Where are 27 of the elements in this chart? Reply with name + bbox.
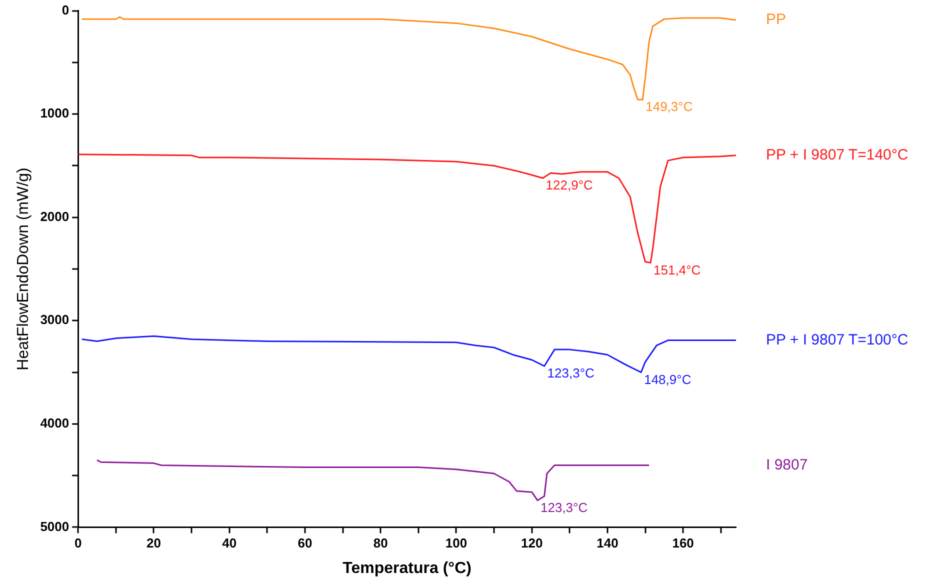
annotation: 123,3°C bbox=[547, 366, 594, 381]
y-tick-label: 1000 bbox=[40, 106, 70, 121]
x-tick-label: 60 bbox=[298, 536, 312, 551]
annotation: 151,4°C bbox=[654, 262, 701, 278]
annotation: 123,3°C bbox=[540, 500, 588, 515]
annotation: 148,9°C bbox=[644, 372, 692, 387]
y-tick-label: 4000 bbox=[40, 416, 70, 430]
text: PP bbox=[766, 11, 786, 28]
text: I 9807 bbox=[766, 456, 808, 474]
y-tick-label: 5000 bbox=[40, 518, 70, 534]
x-tick-label: 80 bbox=[373, 536, 388, 551]
x-tick-label: 40 bbox=[222, 536, 237, 551]
x-tick-label: 20 bbox=[146, 536, 161, 551]
y-axis-title: HeatFlowEndoDown (mW/g) bbox=[15, 168, 32, 370]
annotation: 149,3°C bbox=[646, 99, 693, 114]
x-tick-label: 0 bbox=[74, 536, 82, 551]
text: PP + I 9807 T=100°C bbox=[766, 331, 908, 348]
x-tick-label: 160 bbox=[672, 536, 694, 551]
x-tick-label: 100 bbox=[445, 536, 468, 551]
x-axis-title: Temperatura (°C) bbox=[342, 560, 472, 577]
x-tick-label: 140 bbox=[596, 536, 618, 551]
x-tick-label: 120 bbox=[520, 536, 543, 551]
text: PP + I 9807 T=140°C bbox=[766, 146, 908, 164]
y-tick-label: 2000 bbox=[40, 208, 70, 224]
annotation: 122,9°C bbox=[546, 178, 593, 193]
y-tick-label: 0 bbox=[62, 2, 70, 18]
y-tick-label: 3000 bbox=[40, 312, 70, 328]
